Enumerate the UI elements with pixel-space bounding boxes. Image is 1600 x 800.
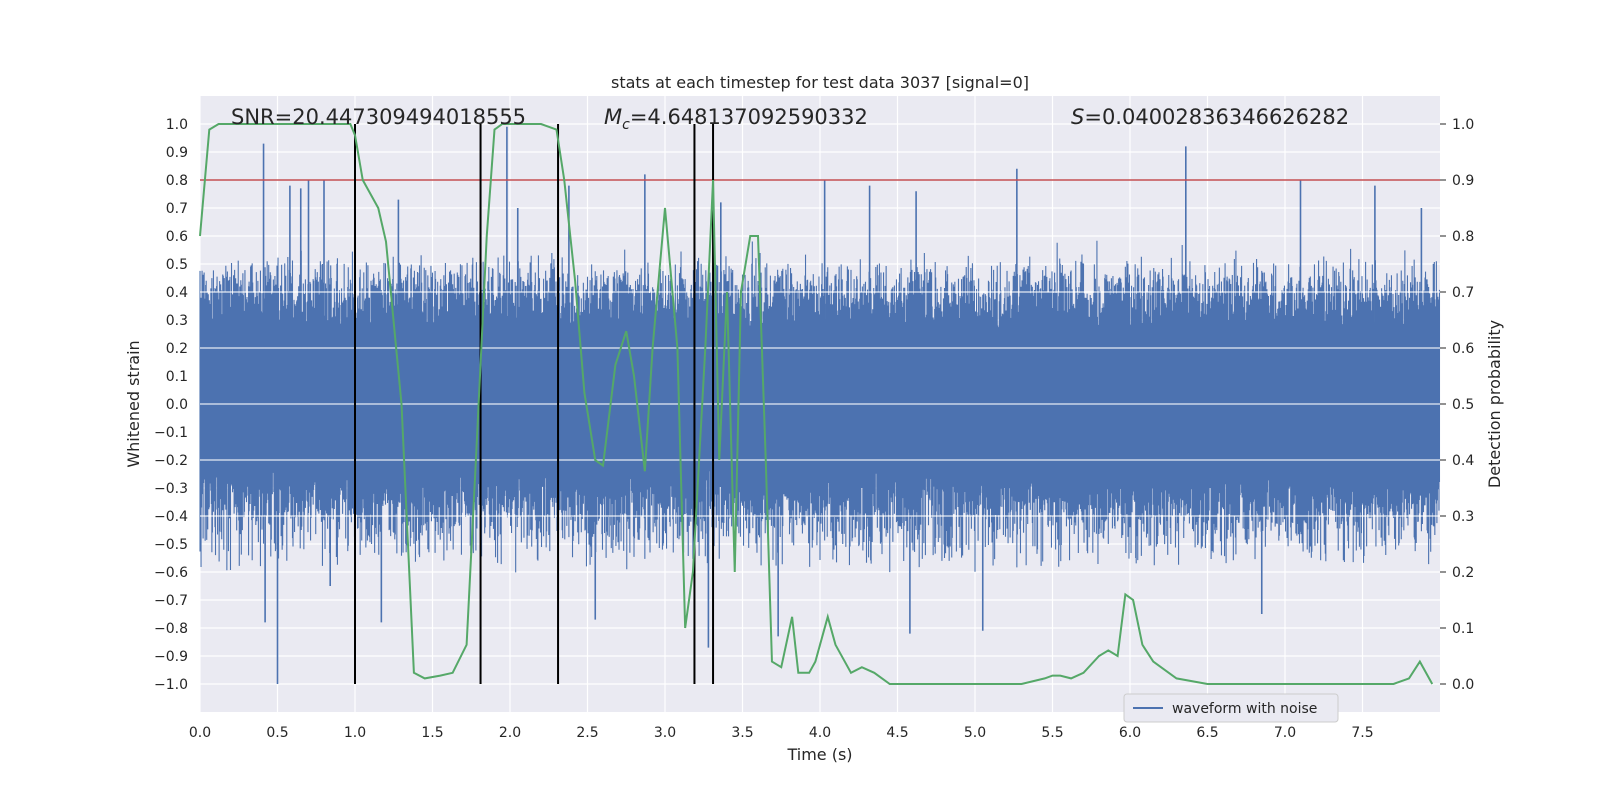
y-tick-label-2: 0.8 xyxy=(166,173,188,189)
legend: waveform with noise xyxy=(1123,693,1339,723)
chirp-mass-annotation: Mc=4.648137092590332 xyxy=(604,105,868,133)
x-tick-labels: 0.0 0.5 1.0 1.5 2.0 2.5 3.0 3.5 4.0 4.5 5.0 5.5 6.0 6… xyxy=(189,725,1374,741)
y-tick-label-12: −0.2 xyxy=(154,453,188,469)
detection-probability-series xyxy=(199,123,1434,685)
y2-tick-label-9: 0.1 xyxy=(1452,621,1474,637)
x-tick-label-3: 1.5 xyxy=(421,725,443,741)
y2-tick-label-5: 0.5 xyxy=(1452,397,1474,413)
y-tick-label-20: −1.0 xyxy=(154,677,188,693)
x-tick-label-4: 2.0 xyxy=(499,725,521,741)
x-tick-label-2: 1.0 xyxy=(344,725,366,741)
y-tick-label-14: −0.4 xyxy=(154,509,188,525)
x-tick-label-14: 7.0 xyxy=(1274,725,1296,741)
y-tick-label-4: 0.6 xyxy=(166,229,188,245)
y-tick-label-1: 0.9 xyxy=(166,145,188,161)
x-tick-label-7: 3.5 xyxy=(731,725,753,741)
x-tick-label-12: 6.0 xyxy=(1119,725,1141,741)
legend-box xyxy=(1123,693,1339,723)
y-tick-label-0: 1.0 xyxy=(166,117,188,133)
y-tick-label-13: −0.3 xyxy=(154,481,188,497)
y2-tick-label-0: 1.0 xyxy=(1452,117,1474,133)
x-tick-label-1: 0.5 xyxy=(266,725,288,741)
x-tick-label-8: 4.0 xyxy=(809,725,831,741)
x-tick-label-9: 4.5 xyxy=(886,725,908,741)
y2-tick-label-3: 0.7 xyxy=(1452,285,1474,301)
y-axis-label: Whitened strain xyxy=(124,340,143,467)
y-tick-label-3: 0.7 xyxy=(166,201,188,217)
y2-tick-label-1: 0.9 xyxy=(1452,173,1474,189)
y2-axis-label: Detection probability xyxy=(1485,320,1504,488)
y-tick-label-11: −0.1 xyxy=(154,425,188,441)
y-tick-label-9: 0.1 xyxy=(166,369,188,385)
x-tick-label-6: 3.0 xyxy=(654,725,676,741)
y2-tick-label-4: 0.6 xyxy=(1452,341,1474,357)
y-tick-label-17: −0.7 xyxy=(154,593,188,609)
chirp-mass-subscript: c xyxy=(622,117,630,133)
chart-title: stats at each timestep for test data 303… xyxy=(611,73,1029,92)
snr-annotation: SNR=20.447309494018555 xyxy=(231,105,526,129)
s-annotation: S=0.04002836346626282 xyxy=(1071,105,1349,129)
y-tick-label-5: 0.5 xyxy=(166,257,188,273)
y-tick-label-7: 0.3 xyxy=(166,313,188,329)
x-tick-label-0: 0.0 xyxy=(189,725,211,741)
x-tick-label-15: 7.5 xyxy=(1351,725,1373,741)
y-tick-label-18: −0.8 xyxy=(154,621,188,637)
x-tick-label-11: 5.5 xyxy=(1041,725,1063,741)
x-tick-label-10: 5.0 xyxy=(964,725,986,741)
y-tick-label-6: 0.4 xyxy=(166,285,188,301)
s-symbol: S xyxy=(1071,105,1084,129)
y2-tick-label-2: 0.8 xyxy=(1452,229,1474,245)
x-tick-label-5: 2.5 xyxy=(576,725,598,741)
chirp-mass-symbol: M xyxy=(604,105,622,129)
x-axis-label: Time (s) xyxy=(786,745,852,764)
waveform-series xyxy=(199,126,1441,684)
chirp-mass-value: =4.648137092590332 xyxy=(630,105,868,129)
y2-tick-label-8: 0.2 xyxy=(1452,565,1474,581)
y-tick-label-16: −0.6 xyxy=(154,565,188,581)
legend-entry-waveform: waveform with noise xyxy=(1172,701,1317,717)
y2-tick-label-7: 0.3 xyxy=(1452,509,1474,525)
detection-probability-line xyxy=(199,123,1434,685)
y-tick-label-19: −0.9 xyxy=(154,649,188,665)
y-tick-label-15: −0.5 xyxy=(154,537,188,553)
x-tick-label-13: 6.5 xyxy=(1196,725,1218,741)
y2-tick-labels: 1.0 0.9 0.8 0.7 0.6 0.5 0.4 0.3 0.2 0.1 0.0 xyxy=(1440,117,1474,693)
y-tick-label-10: 0.0 xyxy=(166,397,188,413)
vertical-markers xyxy=(354,124,715,684)
y2-tick-label-6: 0.4 xyxy=(1452,453,1474,469)
s-value: =0.04002836346626282 xyxy=(1084,105,1349,129)
y-tick-labels: 1.0 0.9 0.8 0.7 0.6 0.5 0.4 0.3 0.2 0.1 0.0 −0.1 −0.… xyxy=(154,117,188,693)
y-tick-label-8: 0.2 xyxy=(166,341,188,357)
y2-tick-label-10: 0.0 xyxy=(1452,677,1474,693)
